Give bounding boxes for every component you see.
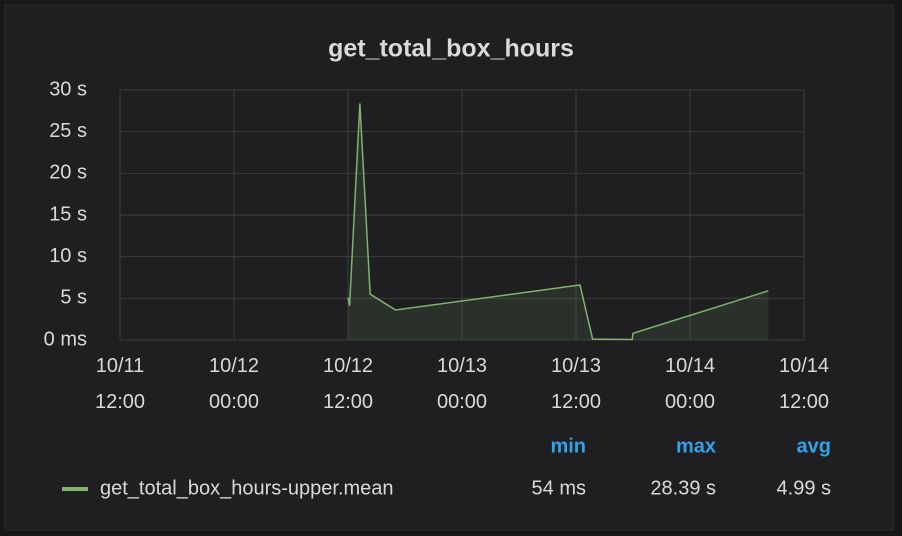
y-tick-label: 0 ms: [44, 328, 87, 350]
legend-stat: 54 ms: [532, 477, 586, 499]
legend-stat: 28.39 s: [650, 477, 716, 499]
y-tick-label: 10 s: [49, 245, 87, 267]
x-tick-label: 10/11 12:00: [95, 355, 145, 413]
panel-background: [4, 4, 894, 531]
y-tick-label: 25 s: [49, 120, 87, 142]
x-tick-label: 10/14 12:00: [779, 355, 829, 413]
series-area: [348, 103, 769, 341]
x-tick-label: 10/12 12:00: [323, 355, 373, 413]
series-line: [347, 103, 769, 341]
y-tick-label: 5 s: [60, 287, 87, 309]
y-tick-label: 30 s: [49, 78, 87, 100]
x-tick-label: 10/13 00:00: [437, 355, 487, 413]
y-tick-label: 15 s: [49, 203, 87, 225]
legend-header: max: [676, 435, 716, 457]
y-tick-label: 20 s: [49, 162, 87, 184]
legend-header: avg: [797, 435, 831, 457]
legend-label[interactable]: get_total_box_hours-upper.mean: [100, 477, 394, 499]
legend-stat: 4.99 s: [777, 477, 831, 499]
x-tick-label: 10/12 00:00: [209, 355, 259, 413]
legend-header: min: [550, 435, 586, 457]
chart-title: get_total_box_hours: [328, 35, 574, 63]
x-tick-label: 10/14 00:00: [665, 355, 715, 413]
x-tick-label: 10/13 12:00: [551, 355, 601, 413]
legend-swatch: [62, 487, 88, 491]
